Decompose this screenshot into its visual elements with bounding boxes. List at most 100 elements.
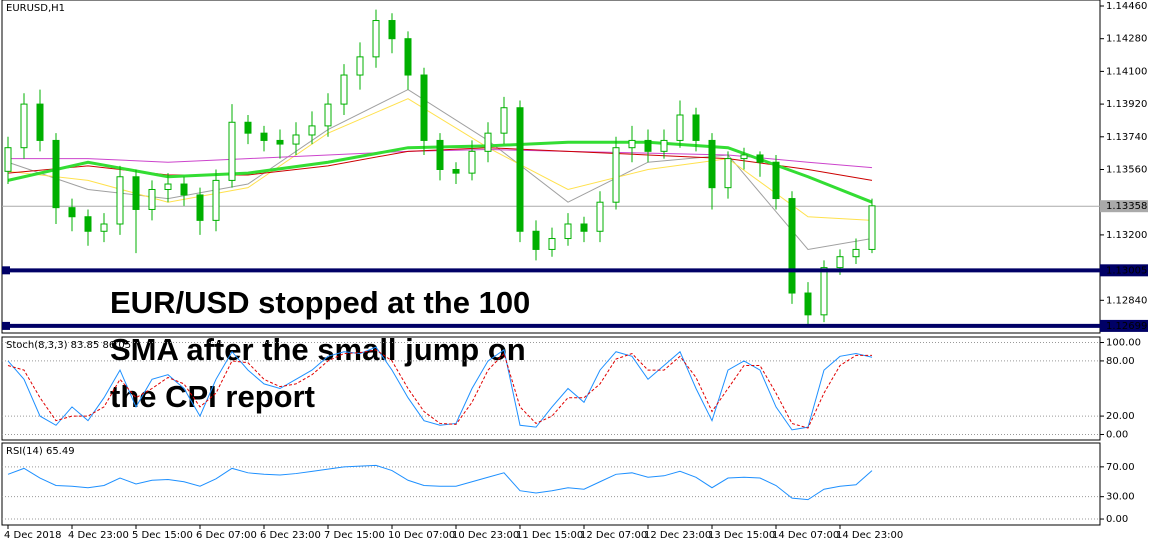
candle-body	[628, 139, 636, 149]
x-tick-label: 6 Dec 23:00	[260, 530, 321, 541]
panel-frame	[1, 336, 1101, 441]
candle-body	[756, 154, 764, 163]
candle-body	[180, 183, 188, 196]
candle-body	[868, 205, 876, 250]
candle-body	[148, 188, 156, 210]
price-tag	[1100, 200, 1148, 213]
candle-body	[244, 121, 252, 134]
candle-body	[612, 147, 620, 203]
candle-body	[788, 198, 796, 294]
x-tick-label: 6 Dec 07:00	[196, 530, 257, 541]
panel-title: EURUSD,H1	[6, 3, 65, 14]
candle-body	[4, 147, 12, 172]
y-tick-label: 1.14460	[1106, 1, 1147, 12]
y-tick-label: 1.12840	[1106, 295, 1147, 306]
x-tick-label: 13 Dec 15:00	[708, 530, 775, 541]
candle-body	[740, 154, 748, 160]
candle-body	[804, 292, 812, 316]
candle-body	[564, 223, 572, 240]
y-tick-label: 20.00	[1106, 411, 1135, 422]
annotation: EUR/USD stopped at the 100	[110, 285, 530, 320]
candle-body	[260, 132, 268, 141]
candle-body	[324, 103, 332, 127]
current-price-label: 1.13358	[1106, 201, 1147, 212]
x-tick-label: 14 Dec 23:00	[836, 530, 903, 541]
x-tick-label: 5 Dec 15:00	[132, 530, 193, 541]
level-tag	[1100, 264, 1148, 277]
x-tick-label: 7 Dec 15:00	[324, 530, 385, 541]
candle-body	[420, 74, 428, 141]
y-tick-label: 1.13560	[1106, 164, 1147, 175]
candle-body	[708, 139, 716, 189]
y-tick-label: 70.00	[1106, 462, 1135, 473]
panel-frame	[1, 442, 1101, 526]
indicator-line	[7, 464, 873, 501]
candle-body	[52, 139, 60, 209]
candle-body	[548, 238, 556, 250]
indicator-line	[7, 349, 872, 429]
x-tick-label: 10 Dec 23:00	[452, 530, 519, 541]
candle-body	[116, 176, 124, 225]
candle-body	[516, 107, 524, 232]
y-tick-label: 1.13920	[1106, 99, 1147, 110]
candle-body	[372, 20, 380, 58]
candle-body	[132, 176, 140, 210]
candle-body	[660, 139, 668, 152]
level-tag	[1100, 319, 1148, 332]
candle-body	[308, 125, 316, 136]
candle-body	[724, 158, 732, 189]
x-tick-label: 11 Dec 15:00	[516, 530, 583, 541]
candle-body	[212, 179, 220, 221]
candle-body	[580, 223, 588, 232]
panel-title: RSI(14) 65.49	[6, 446, 75, 457]
candle-body	[644, 139, 652, 152]
level-handle	[2, 321, 10, 330]
candle-body	[532, 230, 540, 250]
candle-body	[84, 216, 92, 232]
candle-body	[276, 139, 284, 145]
y-tick-label: 0.00	[1106, 514, 1128, 525]
candle-body	[20, 103, 28, 149]
panel-frame	[1, 0, 1101, 334]
candle-body	[196, 194, 204, 221]
candle-body	[404, 38, 412, 76]
x-tick-label: 10 Dec 07:00	[388, 530, 455, 541]
y-tick-label: 1.13740	[1106, 132, 1147, 143]
y-tick-label: 1.14100	[1106, 66, 1147, 77]
level-label: 1.13005	[1106, 265, 1147, 276]
y-tick-label: 0.00	[1106, 429, 1128, 440]
candle-body	[596, 201, 604, 232]
candle-body	[388, 20, 396, 40]
candle-body	[852, 248, 860, 258]
candle-body	[484, 132, 492, 152]
candle-body	[228, 121, 236, 181]
y-tick-label: 1.14280	[1106, 34, 1147, 45]
level-handle	[2, 266, 10, 275]
candle-body	[340, 74, 348, 105]
x-tick-label: 14 Dec 07:00	[772, 530, 839, 541]
candle-body	[356, 56, 364, 76]
candle-body	[164, 183, 172, 190]
candle-body	[292, 134, 300, 145]
y-tick-label: 80.00	[1106, 356, 1135, 367]
moving-average	[7, 140, 873, 204]
candle-body	[836, 256, 844, 269]
level-label: 1.12699	[1106, 321, 1147, 332]
indicator-line	[7, 346, 873, 431]
annotation: the CPI report	[110, 379, 315, 414]
candle-body	[772, 161, 780, 200]
candle-body	[68, 207, 76, 218]
x-tick-label: 12 Dec 07:00	[580, 530, 647, 541]
candle-body	[820, 267, 828, 316]
y-tick-label: 100.00	[1106, 338, 1141, 349]
panel-title: Stoch(8,3,3) 83.85 86.05	[6, 340, 131, 351]
candle-body	[676, 114, 684, 141]
candle-body	[452, 168, 460, 174]
candle-body	[500, 107, 508, 134]
y-tick-label: 1.13200	[1106, 230, 1147, 241]
x-tick-label: 4 Dec 2018	[4, 530, 62, 541]
y-tick-label: 30.00	[1106, 492, 1135, 503]
candle-body	[100, 223, 108, 232]
